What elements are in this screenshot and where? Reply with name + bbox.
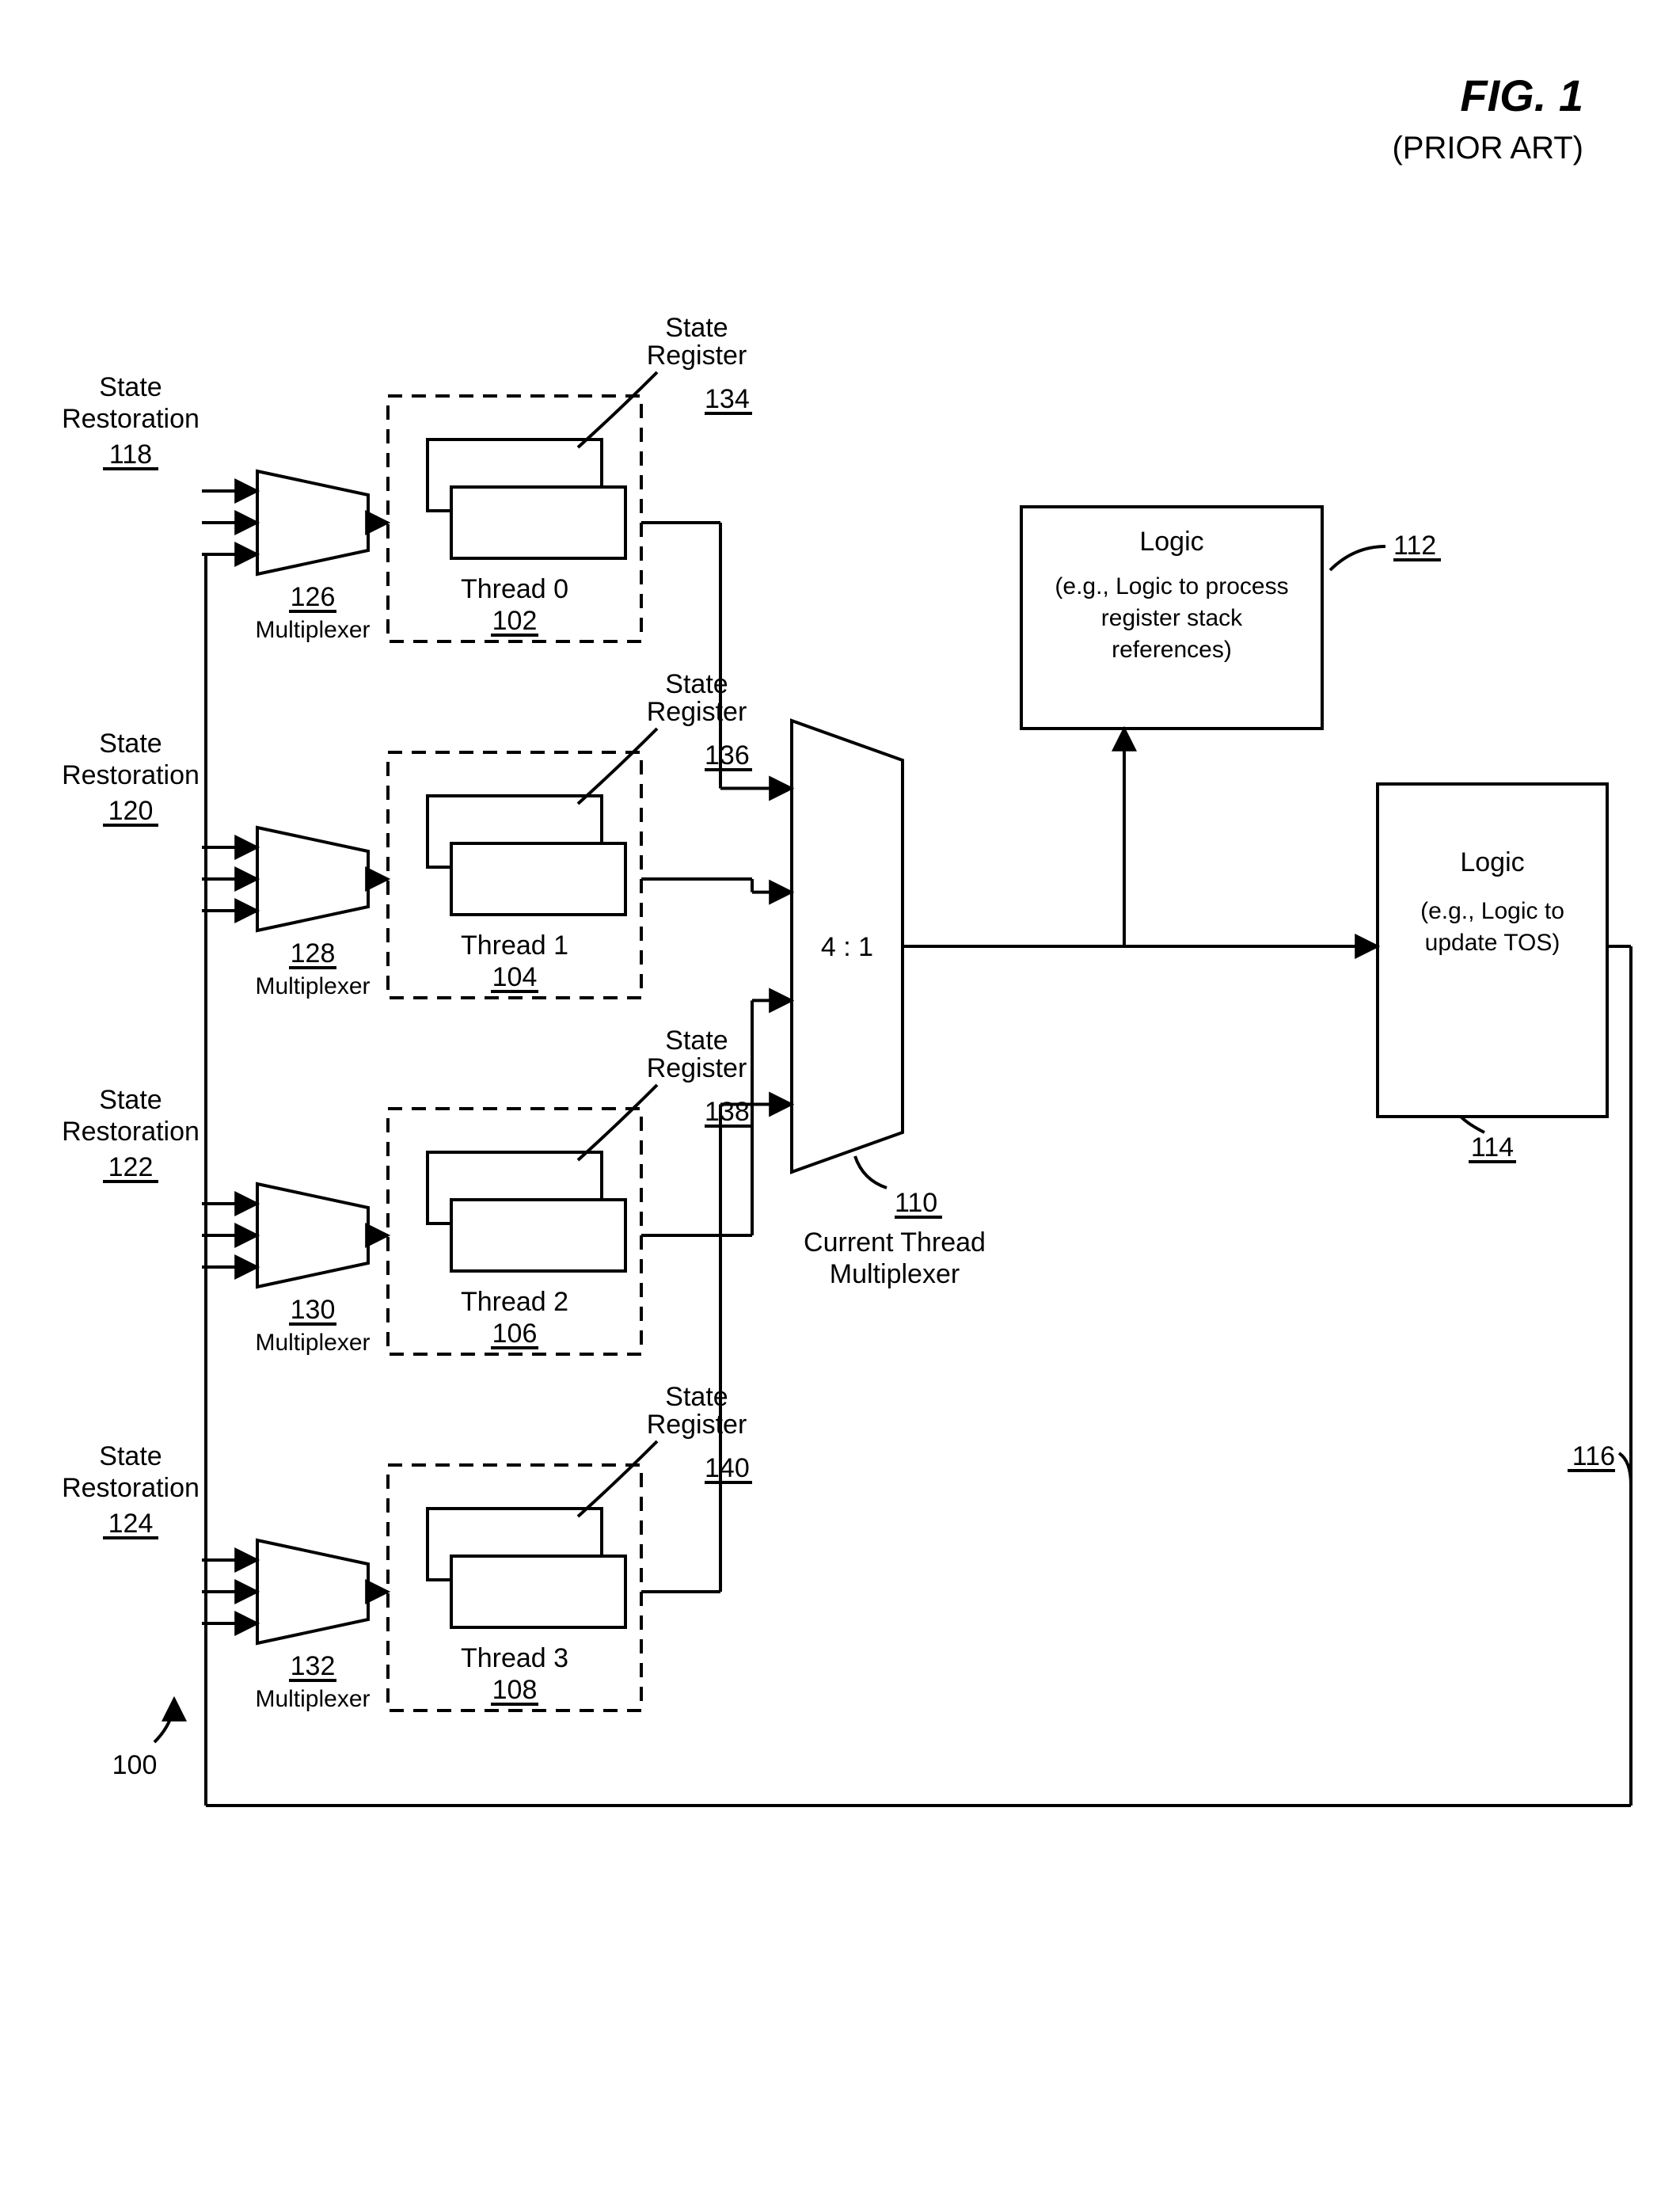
svg-text:114: 114 — [1471, 1132, 1514, 1163]
svg-text:116: 116 — [1572, 1441, 1615, 1471]
svg-text:100: 100 — [112, 1750, 158, 1780]
svg-text:Register: Register — [647, 697, 747, 727]
svg-text:120: 120 — [108, 796, 154, 826]
thread-mux-2 — [257, 1184, 368, 1287]
svg-text:Thread 3: Thread 3 — [461, 1643, 568, 1673]
svg-text:Multiplexer: Multiplexer — [255, 1330, 370, 1356]
svg-text:(e.g., Logic to: (e.g., Logic to — [1420, 898, 1564, 924]
svg-text:State: State — [665, 1026, 728, 1056]
svg-text:(e.g., Logic to process: (e.g., Logic to process — [1055, 573, 1288, 599]
svg-text:Restoration: Restoration — [62, 1473, 200, 1503]
svg-text:State: State — [665, 669, 728, 699]
svg-text:references): references) — [1112, 637, 1232, 663]
svg-text:State: State — [99, 372, 162, 402]
svg-text:104: 104 — [492, 962, 538, 992]
thread-mux-0 — [257, 471, 368, 574]
svg-text:Register: Register — [647, 1410, 747, 1440]
svg-text:Register: Register — [647, 1053, 747, 1083]
svg-text:register stack: register stack — [1101, 605, 1243, 631]
svg-text:140: 140 — [705, 1453, 750, 1483]
svg-text:110: 110 — [895, 1188, 937, 1218]
svg-text:136: 136 — [705, 740, 750, 771]
svg-text:Restoration: Restoration — [62, 404, 200, 434]
svg-text:(PRIOR ART): (PRIOR ART) — [1392, 131, 1583, 166]
svg-text:State: State — [665, 313, 728, 343]
svg-text:Multiplexer: Multiplexer — [255, 973, 370, 999]
svg-text:122: 122 — [108, 1152, 154, 1182]
svg-text:102: 102 — [492, 606, 538, 636]
svg-text:Register: Register — [647, 341, 747, 371]
svg-text:118: 118 — [109, 440, 152, 470]
svg-text:Restoration: Restoration — [62, 760, 200, 790]
svg-text:update TOS): update TOS) — [1425, 930, 1560, 956]
svg-text:108: 108 — [492, 1675, 538, 1705]
svg-text:124: 124 — [108, 1509, 154, 1539]
svg-text:Restoration: Restoration — [62, 1117, 200, 1147]
svg-text:Logic: Logic — [1139, 527, 1203, 557]
svg-text:126: 126 — [291, 582, 336, 612]
figure-title: FIG. 1 (PRIOR ART) — [1392, 70, 1583, 166]
svg-text:Thread 1: Thread 1 — [461, 930, 568, 961]
svg-text:132: 132 — [291, 1651, 336, 1681]
thread-mux-1 — [257, 828, 368, 930]
svg-text:State: State — [99, 729, 162, 759]
svg-text:Multiplexer: Multiplexer — [255, 617, 370, 643]
svg-text:FIG. 1: FIG. 1 — [1460, 70, 1583, 120]
svg-text:State: State — [99, 1085, 162, 1115]
svg-text:130: 130 — [291, 1295, 336, 1325]
svg-text:Thread 0: Thread 0 — [461, 574, 568, 604]
thread-block-2: StateRestoration122130MultiplexerThread … — [62, 1026, 752, 1356]
thread-block-1: StateRestoration120128MultiplexerThread … — [62, 669, 752, 999]
svg-text:112: 112 — [1393, 531, 1436, 561]
svg-text:Thread 2: Thread 2 — [461, 1287, 568, 1317]
svg-text:4 : 1: 4 : 1 — [821, 932, 873, 962]
svg-text:106: 106 — [492, 1319, 538, 1349]
svg-text:State: State — [99, 1441, 162, 1471]
svg-text:138: 138 — [705, 1097, 750, 1127]
svg-text:Current Thread: Current Thread — [804, 1227, 986, 1258]
svg-text:Logic: Logic — [1460, 847, 1524, 877]
svg-text:Multiplexer: Multiplexer — [830, 1259, 960, 1289]
thread-block-3: StateRestoration124132MultiplexerThread … — [62, 1382, 752, 1712]
svg-text:134: 134 — [705, 384, 750, 414]
svg-text:128: 128 — [291, 938, 336, 969]
svg-text:State: State — [665, 1382, 728, 1412]
thread-mux-3 — [257, 1540, 368, 1643]
svg-text:Multiplexer: Multiplexer — [255, 1686, 370, 1712]
thread-block-0: StateRestoration118126MultiplexerThread … — [62, 313, 752, 643]
figure-ref: 100 — [112, 1699, 174, 1780]
